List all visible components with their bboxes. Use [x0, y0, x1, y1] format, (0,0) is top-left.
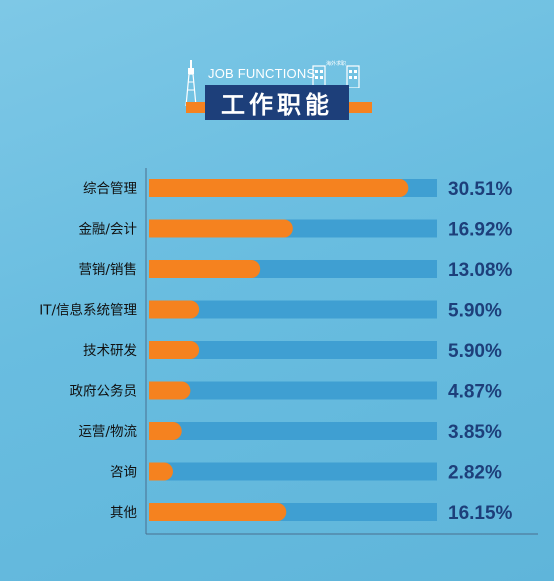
value-label: 30.51%	[448, 179, 513, 200]
bar	[149, 300, 200, 319]
category-label: 金融/会计	[78, 222, 137, 238]
value-label: 3.85%	[448, 422, 502, 443]
value-label: 4.87%	[448, 382, 502, 403]
tower-icon	[185, 60, 197, 106]
category-label: IT/信息系统管理	[39, 302, 137, 319]
page-title: 工作职能	[205, 85, 349, 120]
section-eyebrow: JOB FUNCTIONS	[208, 66, 316, 81]
bar-track	[149, 341, 437, 359]
value-label: 2.82%	[448, 463, 502, 484]
bar	[149, 341, 200, 359]
category-label: 咨询	[110, 465, 137, 481]
category-label: 政府公务员	[70, 384, 138, 400]
value-label: 16.92%	[448, 220, 513, 241]
bar-track	[149, 462, 437, 481]
category-label: 综合管理	[83, 181, 137, 197]
bar-track	[149, 381, 437, 400]
header: JOB FUNCTIONS 海外求职 工作职能	[0, 0, 554, 140]
bar	[149, 381, 191, 400]
bar	[149, 219, 293, 238]
value-label: 13.08%	[448, 260, 513, 281]
bar-track	[149, 422, 437, 440]
value-label: 5.90%	[448, 341, 502, 362]
bar	[149, 503, 287, 521]
bar	[149, 260, 261, 278]
bar	[149, 462, 173, 481]
category-label: 运营/物流	[78, 424, 137, 440]
value-label: 16.15%	[448, 503, 513, 524]
sign-text: 海外求职	[326, 60, 346, 67]
category-label: 营销/销售	[78, 262, 137, 278]
bar-track	[149, 300, 437, 319]
building-sign-icon: 海外求职	[312, 60, 360, 88]
bar	[149, 422, 182, 440]
value-label: 5.90%	[448, 301, 502, 322]
category-label: 技术研发	[83, 343, 137, 359]
category-label: 其他	[110, 505, 137, 521]
bar	[149, 179, 409, 197]
